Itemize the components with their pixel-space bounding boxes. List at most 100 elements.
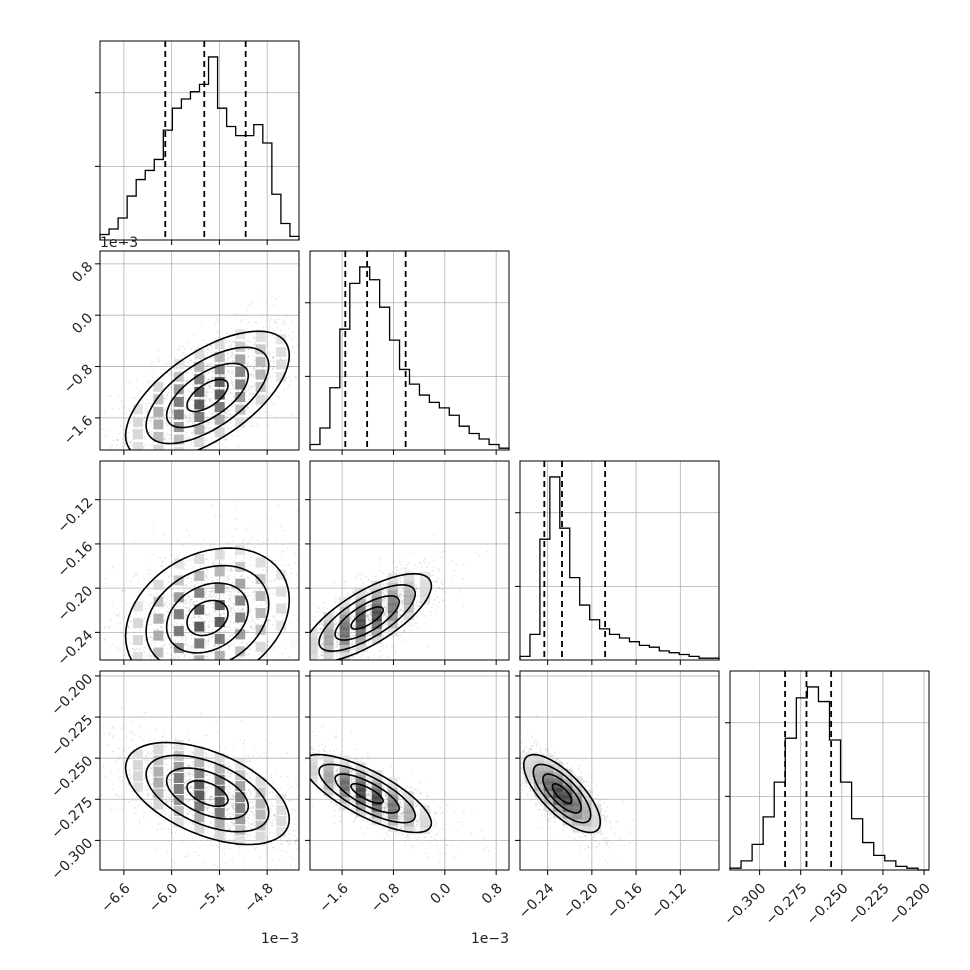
density-cell xyxy=(255,394,266,405)
density-cell xyxy=(371,789,382,800)
density-cell xyxy=(310,651,318,660)
x-tick-label: −0.20 xyxy=(560,880,602,922)
contour-line xyxy=(124,741,291,846)
density-cell xyxy=(553,775,564,786)
density-cell xyxy=(194,655,205,660)
density-cell xyxy=(173,409,184,420)
x-tick-label: −0.300 xyxy=(721,880,769,928)
histogram-panel-1 xyxy=(305,250,510,451)
density-cell xyxy=(403,572,414,583)
density-cell xyxy=(235,825,246,836)
panel-background xyxy=(100,41,299,240)
density-cell xyxy=(214,600,225,611)
density-cell xyxy=(173,434,184,445)
y-tick-label: −0.8 xyxy=(61,362,96,397)
density-cell xyxy=(355,769,366,780)
density-cell xyxy=(419,824,430,834)
y-tick-label: −0.200 xyxy=(48,671,96,719)
density-cell xyxy=(235,392,246,402)
density-cell xyxy=(276,586,287,597)
density-cell xyxy=(562,808,573,819)
density-cell xyxy=(562,768,573,779)
y-tick-label: −0.24 xyxy=(55,627,97,669)
density-cell xyxy=(214,583,225,594)
density-cell xyxy=(355,641,366,652)
density-cell xyxy=(339,642,350,653)
x-tick-label: −0.225 xyxy=(845,880,893,928)
density-cell xyxy=(419,594,430,605)
density-cell xyxy=(387,802,398,813)
density-cell xyxy=(572,809,583,820)
density-cell xyxy=(355,634,366,645)
density-cell xyxy=(235,341,246,352)
density-cell xyxy=(524,773,535,784)
density-cell xyxy=(194,554,205,564)
panel-frame xyxy=(99,250,300,451)
density-cell xyxy=(339,780,350,791)
density-cell xyxy=(214,650,225,660)
contour-line xyxy=(542,773,582,814)
density-cell xyxy=(132,771,143,782)
density-cell xyxy=(255,608,266,618)
x-tick-label: −6.6 xyxy=(98,880,133,915)
density-cell xyxy=(132,635,143,646)
x-tick-label: −5.4 xyxy=(194,880,229,915)
density-cell xyxy=(419,587,430,597)
density-cell xyxy=(553,781,564,792)
density-cell xyxy=(194,374,205,385)
density-cell xyxy=(153,444,164,450)
density-cell xyxy=(543,767,554,778)
density-cell xyxy=(255,574,266,585)
density-cell xyxy=(255,369,266,380)
density-cell xyxy=(132,760,143,771)
density-cell xyxy=(339,799,350,810)
density-cell xyxy=(153,799,164,810)
density-cell xyxy=(581,823,592,833)
density-cell xyxy=(403,822,414,833)
density-cell xyxy=(534,767,544,778)
panel-frame xyxy=(519,670,720,871)
density-cell xyxy=(403,579,414,590)
density-cell xyxy=(310,753,318,764)
y-tick-label: −0.225 xyxy=(48,712,96,760)
density-cell xyxy=(591,823,602,834)
density-cell xyxy=(214,752,225,763)
density-cell xyxy=(255,787,266,798)
density-cell xyxy=(214,414,225,425)
density-cell xyxy=(572,795,583,806)
x-tick-label: 0.0 xyxy=(428,880,455,907)
density-cell xyxy=(194,349,205,360)
density-cell xyxy=(153,432,164,442)
density-cell xyxy=(194,823,205,834)
density-cell xyxy=(524,753,535,764)
density-cell xyxy=(355,596,366,607)
contour-line xyxy=(165,767,250,820)
density-cell xyxy=(194,412,205,422)
density-cell xyxy=(323,650,334,660)
density-cell xyxy=(173,659,184,660)
density-cell xyxy=(562,802,573,813)
density-cell xyxy=(572,789,583,800)
density-cell xyxy=(235,792,246,803)
density-cell xyxy=(591,816,602,827)
panel-frame xyxy=(519,460,720,661)
density-cell xyxy=(194,768,205,779)
density-cell xyxy=(235,404,246,415)
density-cell xyxy=(153,744,164,755)
density-cell xyxy=(371,814,382,825)
density-cell xyxy=(214,818,225,829)
density-cell xyxy=(371,588,382,599)
density-cell xyxy=(194,386,205,397)
density-cell xyxy=(276,827,287,837)
density-cell xyxy=(323,627,334,638)
y-tick-label: 0.8 xyxy=(69,259,96,286)
density-cell xyxy=(194,587,205,598)
y-tick-label: −0.300 xyxy=(48,835,96,883)
x-tick-label: −0.250 xyxy=(804,880,852,928)
density-cell xyxy=(323,767,334,777)
density-cell xyxy=(276,793,287,804)
contour-line xyxy=(532,763,592,824)
density-cell xyxy=(276,372,287,382)
panel-background xyxy=(310,251,509,450)
density-cell xyxy=(387,588,398,598)
